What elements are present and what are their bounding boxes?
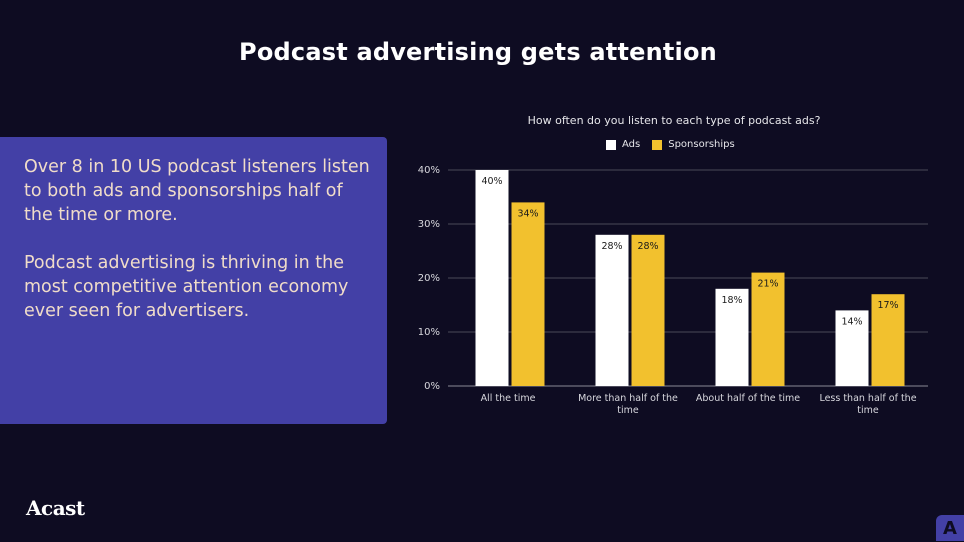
data-label: 28%: [637, 241, 658, 252]
bar-sponsorships: [871, 294, 905, 386]
corner-logo-badge: A: [936, 515, 964, 541]
x-tick-label: Less than half of the: [819, 393, 916, 404]
x-tick-label: All the time: [481, 393, 536, 404]
chart-legend: Ads Sponsorships: [606, 139, 747, 150]
bar-ads: [475, 170, 509, 386]
x-tick-label: time: [617, 405, 639, 416]
bar-ads: [835, 310, 869, 386]
data-label: 14%: [841, 316, 862, 327]
bar-ads: [595, 234, 629, 386]
data-label: 18%: [721, 295, 742, 306]
data-label: 21%: [757, 279, 778, 290]
data-label: 17%: [877, 300, 898, 311]
x-tick-label: time: [857, 405, 879, 416]
x-tick-label: More than half of the: [578, 393, 678, 404]
summary-paragraph-1: Over 8 in 10 US podcast listeners listen…: [24, 157, 370, 225]
summary-panel: Over 8 in 10 US podcast listeners listen…: [0, 137, 387, 424]
bar-ads: [715, 288, 749, 386]
x-tick-label: About half of the time: [696, 393, 800, 404]
legend-label-sponsorships: Sponsorships: [668, 139, 735, 150]
slide-title: Podcast advertising gets attention: [239, 38, 717, 66]
data-label: 40%: [481, 176, 502, 187]
y-tick-label: 30%: [418, 219, 440, 230]
acast-logo: Acast: [26, 496, 85, 520]
legend-label-ads: Ads: [622, 139, 641, 150]
legend-item-sponsorships: Sponsorships: [652, 139, 735, 150]
bar-sponsorships: [511, 202, 545, 386]
y-tick-label: 10%: [418, 327, 440, 338]
legend-swatch-ads: [606, 139, 616, 150]
y-tick-label: 0%: [424, 381, 440, 392]
legend-item-ads: Ads: [606, 139, 640, 150]
bar-sponsorships: [631, 234, 665, 386]
legend-swatch-sponsorships: [652, 139, 663, 150]
bar-sponsorships: [751, 272, 785, 386]
y-tick-label: 40%: [418, 165, 440, 176]
y-tick-label: 20%: [418, 273, 440, 284]
data-label: 34%: [517, 208, 538, 219]
data-label: 28%: [601, 241, 622, 252]
summary-paragraph-2: Podcast advertising is thriving in the m…: [24, 253, 349, 321]
chart-title: How often do you listen to each type of …: [527, 114, 821, 127]
